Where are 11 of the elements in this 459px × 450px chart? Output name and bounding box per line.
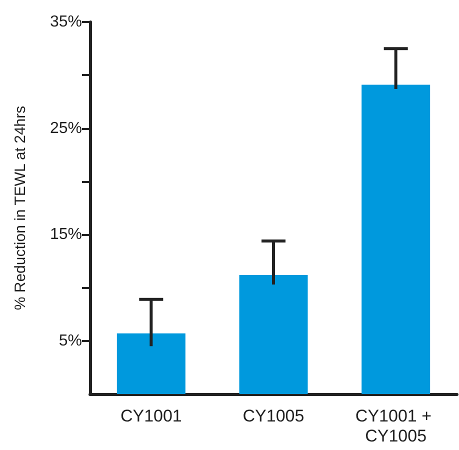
bar — [116, 333, 186, 394]
y-tick-label: 25% — [50, 120, 82, 137]
x-tick-label: CY1001 — [120, 406, 182, 426]
x-tick-label: CY1001 + CY1005 — [355, 406, 436, 446]
y-axis-title: % Reduction in TEWL at 24hrs — [12, 106, 29, 310]
bar — [239, 274, 308, 394]
x-tick-label: CY1005 — [242, 406, 304, 426]
y-tick-label: 5% — [58, 332, 82, 350]
y-tick-label: 35% — [50, 14, 82, 30]
bar — [362, 84, 430, 394]
y-tick-label: 15% — [50, 226, 82, 244]
